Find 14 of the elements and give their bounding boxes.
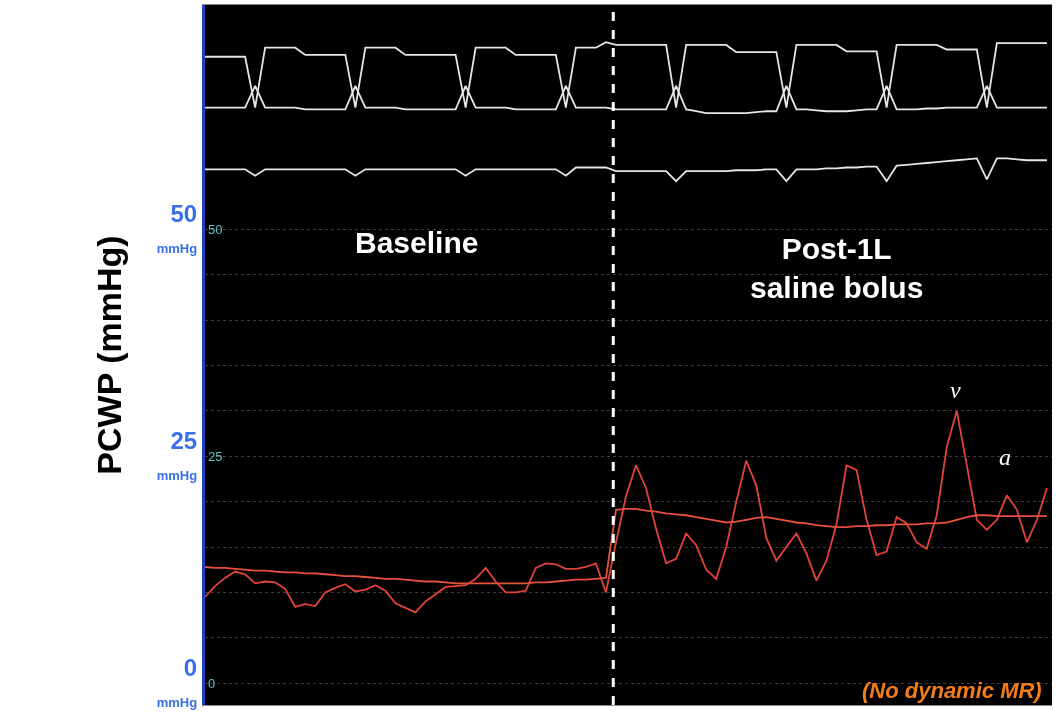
- y2-tick-label: 0: [208, 675, 216, 691]
- annotation: Baseline: [355, 226, 479, 259]
- line-series: [205, 409, 1048, 614]
- y-tick-label: 25 mmHg: [156, 427, 198, 484]
- annotation: Post-1L saline bolus: [750, 232, 924, 304]
- annotation: (No dynamic MR): [862, 678, 1042, 703]
- annotation: v: [950, 377, 961, 403]
- line-series: [205, 157, 1048, 183]
- y2-tick-label: 25: [208, 448, 223, 464]
- y-axis-title: PCWP (mmHg): [90, 235, 129, 475]
- y-tick-label: 0 mmHg: [156, 654, 198, 711]
- annotation: a: [999, 444, 1011, 470]
- y2-tick-label: 50: [208, 221, 223, 237]
- y-tick-label: 50 mmHg: [156, 200, 198, 257]
